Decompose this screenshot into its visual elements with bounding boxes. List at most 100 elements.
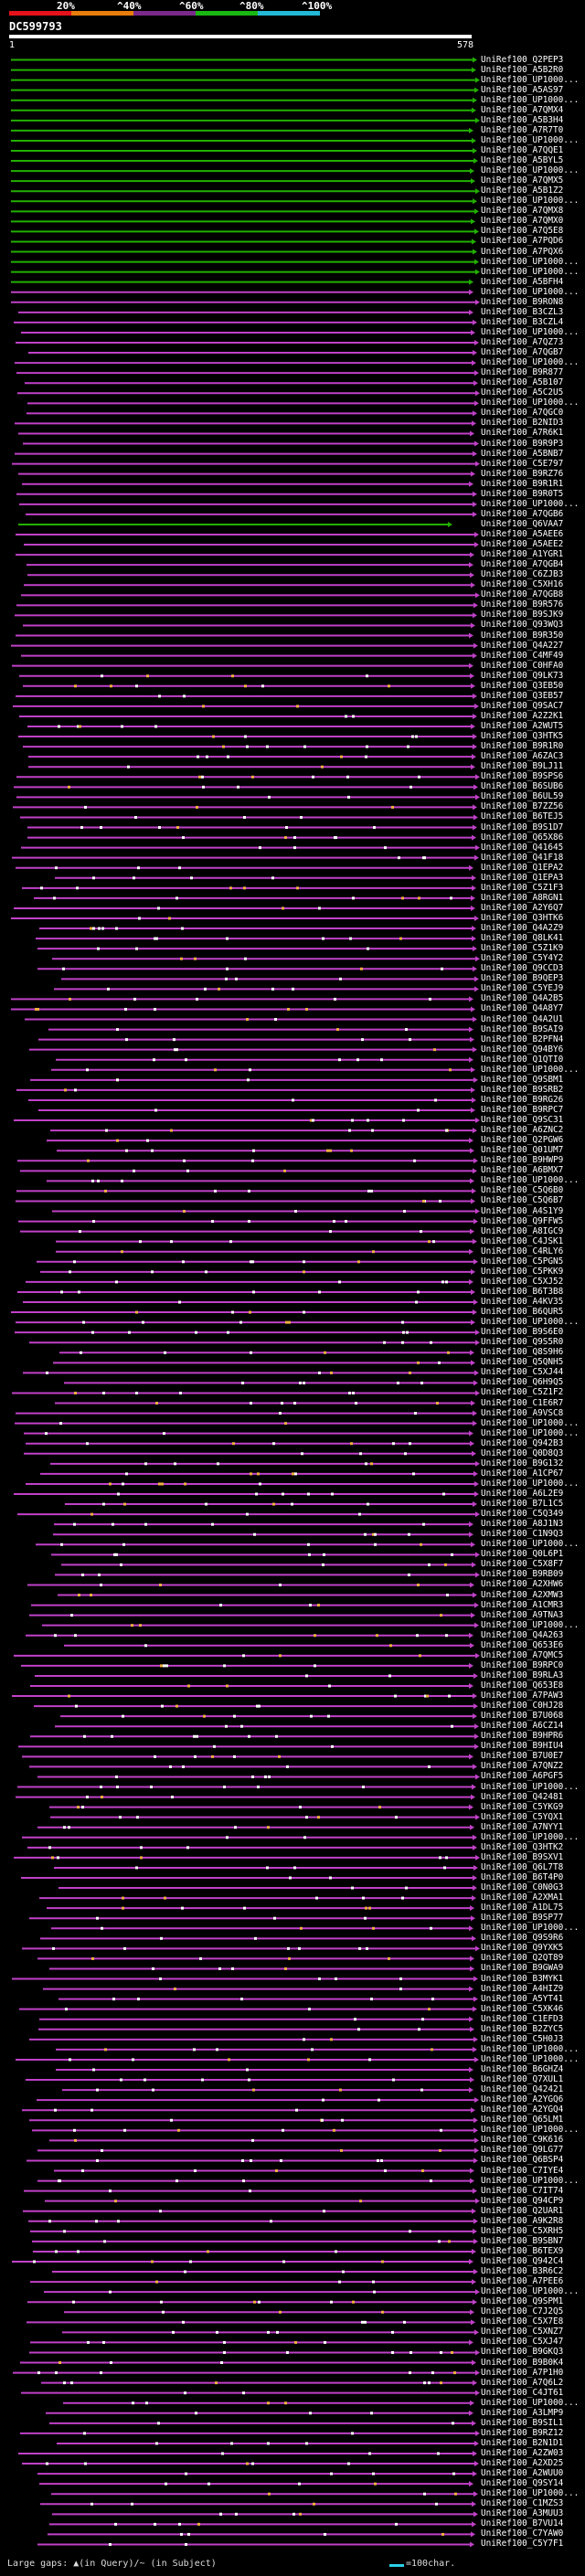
hit-label[interactable]: UniRef100_B9SXV1: [481, 1851, 564, 1862]
hit-label[interactable]: UniRef100_B9RZ76: [481, 468, 564, 479]
hit-label[interactable]: UniRef100_C7J2Q5: [481, 2306, 564, 2317]
hit-label[interactable]: UniRef100_A5AS97: [481, 84, 564, 95]
hit-label[interactable]: UniRef100_B9R0T5: [481, 488, 564, 499]
hit-label[interactable]: UniRef100_A5BFH4: [481, 276, 564, 287]
hit-label[interactable]: UniRef100_A2XMA1: [481, 1892, 564, 1903]
hit-label[interactable]: UniRef100_C1E6R7: [481, 1397, 564, 1408]
hit-label[interactable]: UniRef100_Q6H9Q5: [481, 1377, 564, 1388]
hit-label[interactable]: UniRef100_Q65LM1: [481, 2115, 564, 2125]
hit-label[interactable]: UniRef100_Q9LG77: [481, 2145, 564, 2156]
hit-label[interactable]: UniRef100_Q9SBM1: [481, 1074, 564, 1085]
hit-label[interactable]: UniRef100_A7PQD6: [481, 236, 564, 247]
hit-label[interactable]: UniRef100_A5C2U5: [481, 387, 564, 398]
hit-label[interactable]: UniRef100_Q1EPA3: [481, 872, 564, 883]
hit-label[interactable]: UniRef100_UP1000...: [481, 1539, 580, 1550]
hit-label[interactable]: UniRef100_Q653E8: [481, 1680, 564, 1691]
hit-label[interactable]: UniRef100_Q3HTK6: [481, 913, 564, 923]
hit-label[interactable]: UniRef100_A5B3H4: [481, 114, 564, 125]
hit-label[interactable]: UniRef100_Q4A263: [481, 1629, 564, 1640]
hit-label[interactable]: UniRef100_B3MYK1: [481, 1973, 564, 1984]
hit-label[interactable]: UniRef100_B6GHZ4: [481, 2064, 564, 2074]
hit-label[interactable]: UniRef100_Q4A2U1: [481, 1013, 564, 1024]
hit-label[interactable]: UniRef100_Q9S5R0: [481, 1337, 564, 1348]
hit-label[interactable]: UniRef100_A7QGB6: [481, 508, 564, 519]
hit-label[interactable]: UniRef100_B7U0E7: [481, 1751, 564, 1762]
hit-label[interactable]: UniRef100_Q5QNH5: [481, 1357, 564, 1368]
hit-label[interactable]: UniRef100_A1YGR1: [481, 549, 564, 560]
hit-label[interactable]: UniRef100_A2XD25: [481, 2458, 564, 2469]
hit-label[interactable]: UniRef100_A5BNB7: [481, 448, 564, 459]
hit-label[interactable]: UniRef100_A7QMX5: [481, 175, 564, 186]
hit-label[interactable]: UniRef100_Q4A2Z9: [481, 923, 564, 934]
hit-label[interactable]: UniRef100_A7QGB4: [481, 559, 564, 570]
hit-label[interactable]: UniRef100_B9LJ11: [481, 761, 564, 772]
hit-label[interactable]: UniRef100_C7IT74: [481, 2185, 564, 2196]
hit-label[interactable]: UniRef100_UP1000...: [481, 2488, 580, 2499]
hit-label[interactable]: UniRef100_UP1000...: [481, 1064, 580, 1075]
hit-label[interactable]: UniRef100_B6TEJ5: [481, 811, 564, 822]
hit-label[interactable]: UniRef100_B2ZYC5: [481, 2023, 564, 2034]
hit-label[interactable]: UniRef100_A8J1N3: [481, 1519, 564, 1530]
hit-label[interactable]: UniRef100_C0HFA0: [481, 660, 564, 671]
hit-label[interactable]: UniRef100_B9RON8: [481, 296, 564, 307]
hit-label[interactable]: UniRef100_UP1000...: [481, 1478, 580, 1489]
hit-label[interactable]: UniRef100_Q942B3: [481, 1437, 564, 1448]
hit-label[interactable]: UniRef100_Q1EPA2: [481, 862, 564, 873]
hit-label[interactable]: UniRef100_A7P1H0: [481, 2367, 564, 2378]
hit-label[interactable]: UniRef100_UP1000...: [481, 134, 580, 145]
hit-label[interactable]: UniRef100_Q65X86: [481, 832, 564, 843]
hit-label[interactable]: UniRef100_C1MZS3: [481, 2498, 564, 2509]
hit-label[interactable]: UniRef100_UP1000...: [481, 1317, 580, 1328]
hit-label[interactable]: UniRef100_A9VSC8: [481, 1407, 564, 1418]
hit-label[interactable]: UniRef100_UP1000...: [481, 94, 580, 105]
hit-label[interactable]: UniRef100_C0HJ28: [481, 1701, 564, 1712]
hit-label[interactable]: UniRef100_B9RB09: [481, 1569, 564, 1580]
hit-label[interactable]: UniRef100_A9K2R8: [481, 2215, 564, 2226]
hit-label[interactable]: UniRef100_A2Y6Q7: [481, 902, 564, 913]
hit-label[interactable]: UniRef100_B9RZ12: [481, 2427, 564, 2438]
hit-label[interactable]: UniRef100_Q4A2B5: [481, 993, 564, 1004]
hit-label[interactable]: UniRef100_B9GKQ3: [481, 2347, 564, 2358]
hit-label[interactable]: UniRef100_C9K616: [481, 2135, 564, 2146]
hit-label[interactable]: UniRef100_A6ZAC3: [481, 751, 564, 762]
hit-label[interactable]: UniRef100_Q3HTK5: [481, 731, 564, 742]
hit-label[interactable]: UniRef100_Q9SC31: [481, 1115, 564, 1126]
hit-label[interactable]: UniRef100_A7Q6L2: [481, 2377, 564, 2388]
hit-label[interactable]: UniRef100_C1EFD3: [481, 2013, 564, 2024]
hit-label[interactable]: UniRef100_A4HIZ9: [481, 1983, 564, 1994]
hit-label[interactable]: UniRef100_Q8LK41: [481, 933, 564, 944]
hit-label[interactable]: UniRef100_UP1000...: [481, 2286, 580, 2297]
hit-label[interactable]: UniRef100_Q3EB50: [481, 680, 564, 691]
hit-label[interactable]: UniRef100_C5Q6B7: [481, 1195, 564, 1206]
hit-label[interactable]: UniRef100_B9SIL1: [481, 2417, 564, 2428]
hit-label[interactable]: UniRef100_B7L1C5: [481, 1499, 564, 1510]
hit-label[interactable]: UniRef100_C5YKG9: [481, 1801, 564, 1812]
hit-label[interactable]: UniRef100_A6PGF5: [481, 1771, 564, 1782]
hit-label[interactable]: UniRef100_B9R877: [481, 367, 564, 378]
hit-label[interactable]: UniRef100_Q9SY14: [481, 2478, 564, 2489]
hit-label[interactable]: UniRef100_A7PEE6: [481, 2276, 564, 2287]
hit-label[interactable]: UniRef100_B9R576: [481, 599, 564, 610]
hit-label[interactable]: UniRef100_C5Y4Y2: [481, 953, 564, 964]
hit-label[interactable]: UniRef100_Q9YXK5: [481, 1943, 564, 1954]
hit-label[interactable]: UniRef100_Q653E6: [481, 1639, 564, 1650]
hit-label[interactable]: UniRef100_Q3EB57: [481, 690, 564, 701]
hit-label[interactable]: UniRef100_Q8S9H6: [481, 1347, 564, 1358]
hit-label[interactable]: UniRef100_A7PQX6: [481, 246, 564, 257]
hit-label[interactable]: UniRef100_UP1000...: [481, 1923, 580, 1934]
hit-label[interactable]: UniRef100_B6T4P0: [481, 1872, 564, 1882]
hit-label[interactable]: UniRef100_UP1000...: [481, 1427, 580, 1438]
hit-label[interactable]: UniRef100_B2N1D1: [481, 2437, 564, 2448]
hit-label[interactable]: UniRef100_Q0L6P1: [481, 1549, 564, 1560]
hit-label[interactable]: UniRef100_C5XH16: [481, 579, 564, 590]
hit-label[interactable]: UniRef100_Q2UAR1: [481, 2205, 564, 2216]
hit-label[interactable]: UniRef100_A6ZNC2: [481, 1125, 564, 1136]
hit-label[interactable]: UniRef100_C5YEJ9: [481, 983, 564, 994]
hit-label[interactable]: UniRef100_Q4A227: [481, 640, 564, 651]
hit-label[interactable]: UniRef100_B9HPR6: [481, 1731, 564, 1742]
hit-label[interactable]: UniRef100_B6UL59: [481, 791, 564, 802]
hit-label[interactable]: UniRef100_A5B107: [481, 377, 564, 388]
hit-label[interactable]: UniRef100_UP1000...: [481, 1781, 580, 1792]
hit-label[interactable]: UniRef100_Q3HTK2: [481, 1841, 564, 1852]
hit-label[interactable]: UniRef100_A1DL75: [481, 1903, 564, 1913]
